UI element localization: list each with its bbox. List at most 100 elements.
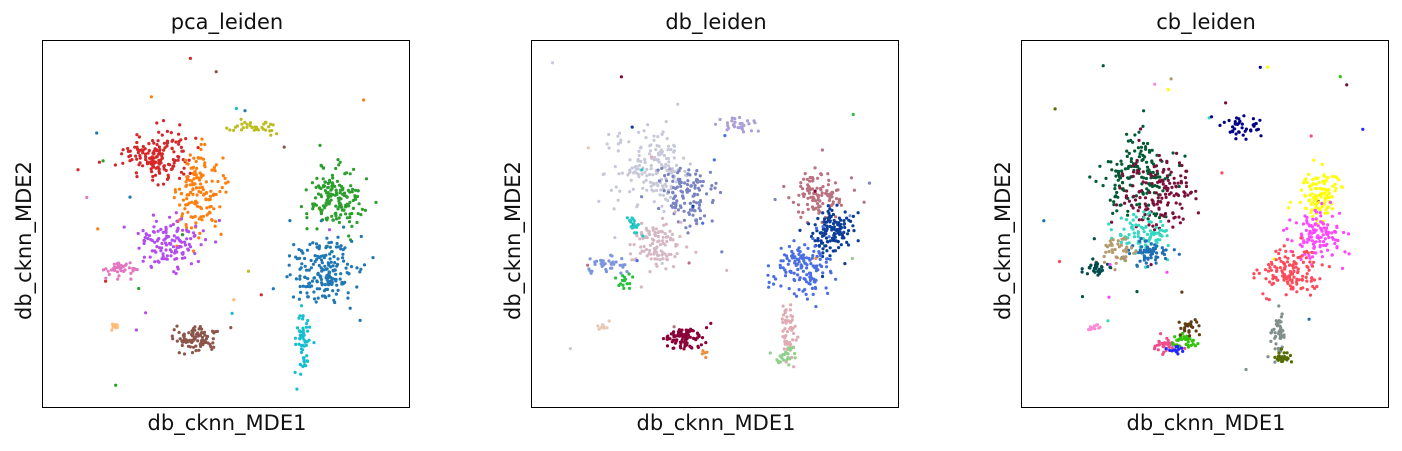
data-point bbox=[1287, 206, 1291, 210]
data-point bbox=[805, 297, 809, 301]
data-point bbox=[1147, 182, 1151, 186]
data-point bbox=[1138, 152, 1142, 156]
data-point bbox=[330, 250, 334, 254]
data-point bbox=[350, 239, 354, 243]
data-point bbox=[299, 343, 303, 348]
data-point bbox=[644, 235, 648, 239]
data-point bbox=[1278, 248, 1282, 252]
data-point bbox=[126, 146, 130, 151]
data-point bbox=[337, 216, 341, 220]
data-point bbox=[149, 167, 153, 171]
data-point bbox=[347, 204, 351, 208]
data-point bbox=[1279, 320, 1283, 324]
data-point bbox=[1080, 270, 1084, 274]
data-point bbox=[356, 189, 360, 193]
data-point bbox=[195, 166, 199, 170]
data-point bbox=[856, 211, 860, 215]
data-point bbox=[142, 241, 146, 246]
data-point bbox=[675, 243, 679, 247]
data-point bbox=[1134, 194, 1138, 198]
outlier-point bbox=[282, 145, 286, 149]
data-point bbox=[1296, 256, 1300, 260]
data-point bbox=[851, 224, 855, 228]
data-point bbox=[175, 257, 179, 261]
data-point bbox=[1153, 173, 1157, 177]
data-point bbox=[191, 249, 196, 253]
data-point bbox=[334, 217, 339, 221]
data-point bbox=[170, 147, 174, 151]
data-point bbox=[654, 227, 658, 231]
data-point bbox=[117, 274, 121, 278]
data-point bbox=[175, 324, 179, 328]
data-point bbox=[198, 333, 202, 337]
data-point bbox=[785, 315, 789, 319]
data-point bbox=[191, 215, 195, 219]
data-point bbox=[1310, 201, 1314, 205]
data-point bbox=[1295, 280, 1299, 284]
data-point bbox=[232, 128, 236, 132]
data-point bbox=[293, 370, 297, 374]
outlier-point bbox=[1166, 88, 1170, 92]
panel-title: db_leiden bbox=[665, 10, 767, 34]
data-point bbox=[336, 288, 340, 292]
data-point bbox=[1149, 235, 1153, 239]
cluster-11 bbox=[1053, 107, 1294, 364]
data-point bbox=[1115, 190, 1119, 195]
data-point bbox=[840, 232, 844, 236]
data-point bbox=[324, 201, 328, 205]
data-point bbox=[322, 184, 327, 188]
data-point bbox=[325, 236, 329, 240]
data-point bbox=[161, 257, 165, 261]
data-point bbox=[1179, 179, 1183, 183]
data-point bbox=[1144, 224, 1148, 229]
data-point bbox=[675, 163, 679, 167]
outlier-point bbox=[813, 189, 817, 193]
data-point bbox=[182, 352, 187, 356]
data-point bbox=[1140, 245, 1144, 249]
data-point bbox=[213, 168, 217, 172]
data-point bbox=[1102, 260, 1107, 264]
data-point bbox=[348, 190, 352, 194]
data-point bbox=[709, 187, 713, 191]
data-point bbox=[671, 174, 675, 178]
outlier-point bbox=[1345, 83, 1349, 87]
data-point bbox=[1299, 236, 1303, 240]
data-point bbox=[794, 338, 798, 342]
data-point bbox=[321, 166, 325, 170]
data-point bbox=[141, 151, 145, 155]
data-point bbox=[146, 237, 150, 241]
outlier-point bbox=[76, 168, 80, 172]
data-point bbox=[589, 271, 593, 275]
data-point bbox=[1291, 264, 1295, 268]
data-point bbox=[127, 155, 131, 159]
data-point bbox=[336, 235, 340, 239]
data-point bbox=[317, 184, 321, 188]
data-point bbox=[1274, 342, 1278, 346]
data-point bbox=[305, 291, 309, 295]
data-point bbox=[772, 282, 776, 286]
data-point bbox=[683, 181, 687, 185]
data-point bbox=[359, 267, 363, 271]
data-point bbox=[186, 340, 190, 344]
data-point bbox=[156, 259, 160, 263]
data-point bbox=[333, 277, 338, 282]
data-point bbox=[631, 217, 635, 221]
data-point bbox=[171, 222, 175, 226]
data-point bbox=[299, 205, 303, 209]
data-point bbox=[1240, 122, 1244, 126]
data-point bbox=[829, 225, 833, 229]
data-point bbox=[333, 261, 337, 265]
data-point bbox=[312, 297, 317, 301]
data-point bbox=[306, 295, 310, 299]
data-point bbox=[345, 262, 350, 266]
data-point bbox=[173, 248, 178, 252]
data-point bbox=[337, 199, 341, 203]
data-point bbox=[1160, 341, 1164, 346]
data-point bbox=[835, 203, 839, 207]
data-point bbox=[816, 236, 820, 241]
data-point bbox=[683, 169, 687, 173]
data-point bbox=[210, 179, 214, 183]
data-point bbox=[341, 252, 345, 256]
data-point bbox=[201, 229, 205, 233]
cluster-3 bbox=[85, 195, 139, 281]
